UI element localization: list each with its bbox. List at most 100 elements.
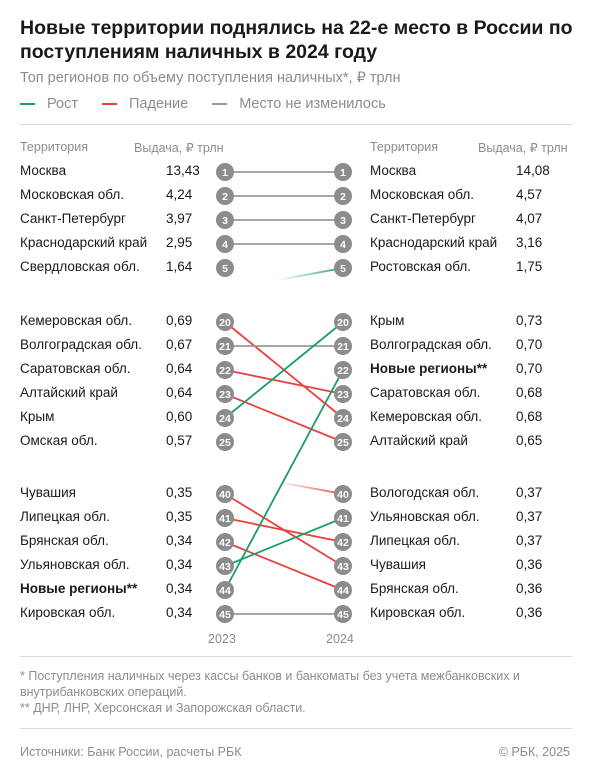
rank-change-line-entry [277, 481, 344, 495]
left-territory-header: Территория [20, 140, 89, 154]
rank-badge-circle [334, 235, 352, 253]
rank-badge-circle [216, 361, 234, 379]
rank-change-line-up [224, 321, 344, 419]
rank-badge-label: 20 [337, 317, 349, 329]
right-territory-value: 0,65 [516, 433, 543, 448]
left-territory-name: Липецкая обл. [20, 509, 110, 524]
left-territory-name: Санкт-Петербург [20, 211, 126, 226]
rank-badge-label: 4 [222, 239, 228, 251]
rank-badge-circle [216, 187, 234, 205]
left-territory-value: 0,57 [166, 433, 193, 448]
rank-badge-circle [334, 533, 352, 551]
rank-badge-label: 45 [337, 609, 349, 621]
rank-badge-circle [216, 581, 234, 599]
rank-badge-label: 3 [340, 215, 346, 227]
rank-badge-circle [216, 409, 234, 427]
rank-badge-2023: 1 [216, 163, 234, 181]
right-territory-name: Крым [370, 313, 405, 328]
left-territory-name: Московская обл. [20, 187, 125, 202]
rank-badge-circle [216, 163, 234, 181]
rank-badge-2023: 25 [216, 433, 234, 451]
left-territory-name: Волгоградская обл. [20, 337, 142, 352]
right-territory-value: 0,68 [516, 385, 543, 400]
rank-badge-label: 42 [219, 537, 231, 549]
rank-badge-label: 24 [337, 413, 349, 425]
rank-badge-circle [216, 485, 234, 503]
left-territory-name: Москва [20, 163, 67, 178]
rank-badge-2023: 24 [216, 409, 234, 427]
right-territory-name: Москва [370, 163, 417, 178]
right-territory-name: Кировская обл. [370, 605, 466, 620]
rank-badge-2023: 5 [216, 259, 234, 277]
rank-badge-2023: 44 [216, 581, 234, 599]
rank-badge-circle [216, 235, 234, 253]
left-territory-name: Алтайский край [20, 385, 118, 400]
rank-badge-circle [334, 409, 352, 427]
rank-badge-circle [216, 337, 234, 355]
right-territory-value: 3,16 [516, 235, 543, 250]
right-territory-name: Вологодская обл. [370, 485, 480, 500]
source-text: Источники: Банк России, расчеты РБК [20, 745, 242, 759]
right-territory-name: Кемеровская обл. [370, 409, 482, 424]
rank-badge-2024: 41 [334, 509, 352, 527]
left-territory-value: 0,34 [166, 533, 193, 548]
rank-change-line-down [224, 517, 344, 543]
rank-badge-2023: 41 [216, 509, 234, 527]
right-territory-name: Московская обл. [370, 187, 475, 202]
left-territory-value: 2,95 [166, 235, 193, 250]
right-territory-value: 0,37 [516, 509, 543, 524]
legend-item-up: Рост [20, 96, 78, 112]
left-territory-value: 0,60 [166, 409, 193, 424]
rank-badge-2024: 25 [334, 433, 352, 451]
rank-badge-2024: 1 [334, 163, 352, 181]
left-territory-value: 0,34 [166, 605, 193, 620]
legend-swatch-up [20, 102, 35, 106]
rank-badge-circle [216, 605, 234, 623]
rank-badge-circle [334, 337, 352, 355]
rank-badge-circle [334, 385, 352, 403]
right-territory-name: Саратовская обл. [370, 385, 481, 400]
rank-badge-circle [216, 259, 234, 277]
left-territory-name: Крым [20, 409, 55, 424]
left-territory-value: 0,35 [166, 485, 193, 500]
rank-badge-label: 45 [219, 609, 231, 621]
chart-title: Новые территории поднялись на 22-е место… [20, 17, 573, 63]
year-label-right: 2024 [326, 632, 354, 646]
rank-badge-2024: 42 [334, 533, 352, 551]
rank-change-line-entry [277, 267, 344, 281]
rank-badge-circle [216, 433, 234, 451]
rank-change-line-down [224, 369, 344, 395]
right-territory-value: 1,75 [516, 259, 543, 274]
rank-badge-2024: 43 [334, 557, 352, 575]
left-territory-name: Чувашия [20, 485, 76, 500]
rank-badge-label: 23 [337, 389, 349, 401]
legend-label-down: Падение [129, 96, 189, 112]
left-territory-value: 1,64 [166, 259, 193, 274]
rank-badge-label: 42 [337, 537, 349, 549]
rank-badge-label: 2 [340, 191, 346, 203]
rank-badge-label: 5 [340, 263, 346, 275]
left-territory-name: Кемеровская обл. [20, 313, 132, 328]
rank-badge-label: 40 [337, 489, 349, 501]
rank-badge-circle [216, 313, 234, 331]
rank-badge-label: 3 [222, 215, 228, 227]
rank-badge-2024: 3 [334, 211, 352, 229]
rank-badge-label: 23 [219, 389, 231, 401]
left-territory-name: Саратовская обл. [20, 361, 131, 376]
rank-badge-2024: 45 [334, 605, 352, 623]
rank-badge-2023: 43 [216, 557, 234, 575]
footer-divider [20, 728, 572, 729]
right-territory-value: 0,70 [516, 337, 543, 352]
left-territory-value: 0,34 [166, 557, 193, 572]
rank-badge-label: 1 [222, 167, 228, 179]
right-territory-name: Санкт-Петербург [370, 211, 476, 226]
right-territory-value: 0,36 [516, 605, 543, 620]
right-territory-value: 0,37 [516, 485, 543, 500]
legend-label-up: Рост [47, 96, 78, 112]
rank-badge-label: 2 [222, 191, 228, 203]
rank-badge-label: 21 [337, 341, 349, 353]
rank-badge-2023: 42 [216, 533, 234, 551]
rank-badge-label: 1 [340, 167, 346, 179]
rank-badge-label: 20 [219, 317, 231, 329]
rank-badge-label: 44 [337, 585, 349, 597]
